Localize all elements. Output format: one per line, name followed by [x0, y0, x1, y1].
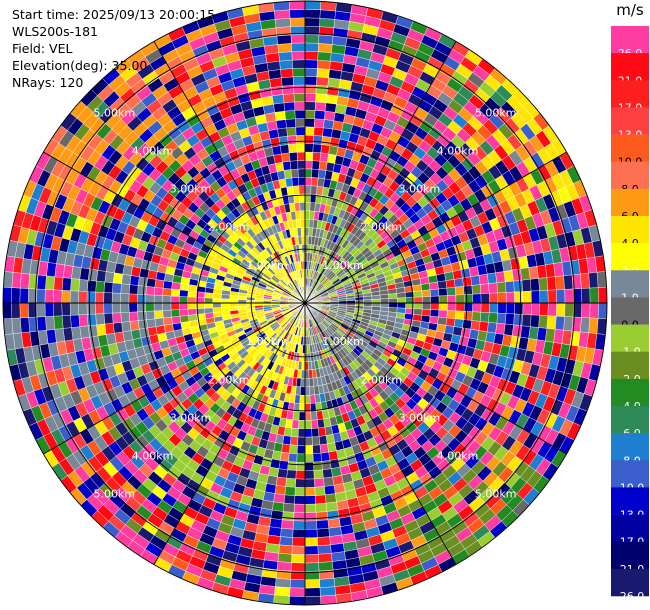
colorbar-bins: 26.021.017.013.010.08.06.04.02.01.00.0-1…	[611, 26, 649, 603]
colorbar-tick-label: -26.0	[616, 590, 644, 603]
colorbar-unit: m/s	[616, 1, 644, 19]
